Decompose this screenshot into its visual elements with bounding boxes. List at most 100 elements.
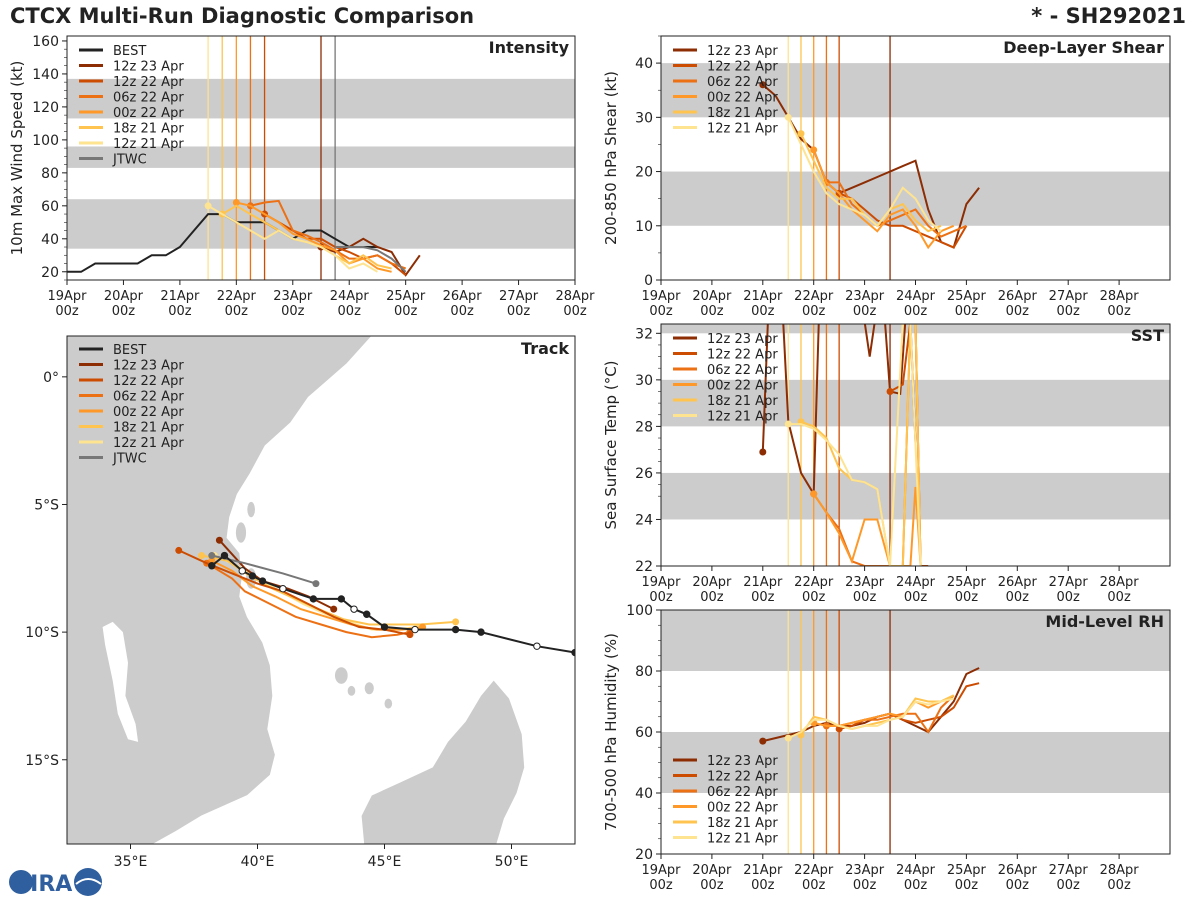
legend-label: 12z 23 Apr (113, 60, 184, 75)
y-tick-label: 30 (635, 373, 653, 389)
x-tick-label: 00z (853, 304, 877, 319)
x-tick-label: 00z (751, 878, 775, 893)
legend-label: 06z 22 Apr (707, 785, 778, 800)
plot-frame (66, 35, 576, 281)
track-point (198, 552, 206, 560)
x-tick-label: 00z (338, 304, 362, 319)
x-tick-label: 00z (563, 304, 587, 319)
y-tick-label: 100 (32, 133, 59, 149)
init-marker (784, 734, 792, 742)
land-madagascar (361, 680, 525, 844)
track-point (208, 562, 216, 570)
y-tick-label: 24 (635, 512, 653, 528)
x-tick-label: 26Apr (443, 289, 483, 304)
x-tick-label: 27Apr (1049, 863, 1089, 878)
x-tick-label: 00z (904, 304, 928, 319)
x-tick-label: 23Apr (273, 289, 313, 304)
series-line (762, 667, 980, 743)
y-tick-label: 10 (635, 219, 653, 235)
init-marker (784, 113, 792, 121)
panel-intensity: 2040608010012014016019Apr00z20Apr00z21Ap… (8, 34, 595, 319)
track-point (309, 595, 318, 603)
panel-sst: 22242628303219Apr00z20Apr00z21Apr00z22Ap… (602, 323, 1171, 605)
x-tick-label: 21Apr (743, 289, 783, 304)
legend-label: JTWC (112, 452, 147, 467)
x-tick-label: 00z (1006, 590, 1030, 605)
x-tick-label: 20Apr (692, 863, 732, 878)
track-point (411, 625, 419, 634)
x-tick-label: 23Apr (845, 289, 885, 304)
x-tick-label: 00z (1057, 878, 1081, 893)
series-line (335, 246, 407, 273)
x-tick-label: 28Apr (1100, 289, 1140, 304)
legend-label: 12z 23 Apr (707, 44, 778, 59)
track-line (178, 549, 411, 636)
series-line (812, 324, 922, 566)
x-tick-label: 27Apr (1049, 575, 1089, 590)
init-marker (759, 448, 767, 456)
y-tick-label: 30 (635, 110, 653, 126)
x-tick-label: 24Apr (896, 289, 936, 304)
series-line (250, 199, 407, 270)
x-tick-label: 28Apr (555, 289, 595, 304)
x-tick-label: 28Apr (1100, 863, 1140, 878)
x-tick-label: 24Apr (896, 575, 936, 590)
track-point (533, 642, 541, 650)
y-axis-label: 200-850 hPa Shear (kt) (602, 71, 620, 245)
legend-label: 12z 21 Apr (707, 410, 778, 425)
series-line (889, 324, 929, 566)
x-tick-label: 00z (649, 304, 673, 319)
y-tick-label: 40 (41, 232, 59, 248)
x-tick-label: 21Apr (160, 289, 200, 304)
x-tick-label: 20Apr (692, 575, 732, 590)
track-point (208, 552, 216, 560)
y-tick-label: 20 (635, 847, 653, 863)
legend-label: 06z 22 Apr (707, 363, 778, 378)
legend-label: 18z 21 Apr (707, 106, 778, 121)
panel-track: 35°E 40°E 45°E 50°E0°5°S10°S15°STrackBEST12… (25, 335, 576, 870)
track-point (175, 546, 183, 554)
track-point (215, 536, 223, 544)
legend-label: 00z 22 Apr (707, 379, 778, 394)
storm-id: * - SH292021 (1031, 4, 1186, 28)
track-line (206, 562, 411, 639)
x-tick-label: 00z (802, 304, 826, 319)
x-tick-label: 00z (1006, 304, 1030, 319)
legend-label: 18z 21 Apr (113, 421, 184, 436)
x-tick-label: 00z (904, 878, 928, 893)
panel-title: Intensity (489, 38, 570, 57)
x-tick-label: 00z (700, 590, 724, 605)
init-marker (810, 146, 818, 154)
legend-label: 18z 21 Apr (707, 394, 778, 409)
legend-label: 12z 23 Apr (707, 754, 778, 769)
x-tick-label: 19Apr (47, 289, 87, 304)
init-marker (797, 130, 805, 138)
x-tick-label: 19Apr (641, 289, 681, 304)
series-line (812, 486, 922, 566)
series-line (787, 116, 942, 232)
panel-title: Mid-Level RH (1045, 612, 1164, 631)
series-line (207, 204, 378, 273)
x-tick-label: 00z (649, 590, 673, 605)
y-tick-label: 60 (635, 725, 653, 741)
x-tick-label: 21Apr (743, 575, 783, 590)
island (364, 682, 374, 695)
legend-label: 12z 21 Apr (707, 122, 778, 137)
y-tick-label: 10°S (25, 625, 59, 641)
x-tick-label: 45°E (368, 854, 402, 870)
x-tick-label: 24Apr (330, 289, 370, 304)
y-tick-label: 120 (32, 100, 59, 116)
x-tick-label: 20Apr (692, 289, 732, 304)
y-tick-label: 26 (635, 466, 653, 482)
legend-label: 12z 22 Apr (113, 75, 184, 90)
x-tick-label: 26Apr (998, 289, 1038, 304)
shaded-band (661, 379, 1170, 427)
island (347, 685, 356, 696)
page-title: CTCX Multi-Run Diagnostic Comparison (10, 4, 475, 28)
x-tick-label: 00z (904, 590, 928, 605)
x-tick-label: 28Apr (1100, 575, 1140, 590)
x-tick-label: 26Apr (998, 863, 1038, 878)
x-tick-label: 00z (700, 304, 724, 319)
